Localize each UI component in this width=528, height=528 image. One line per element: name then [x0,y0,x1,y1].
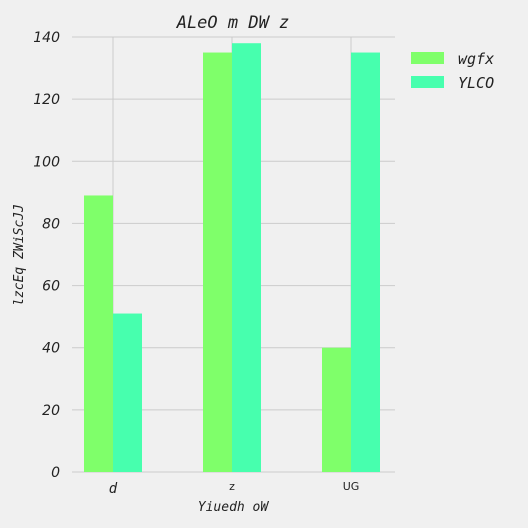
y-tick-label: 100 [33,154,60,170]
y-tick-label: 80 [42,216,60,232]
bars [84,43,380,473]
y-axis-label: lzcEq ZWiScJJ [12,204,27,306]
y-tick-label: 120 [33,92,60,108]
x-tick-labels: d z UG [109,480,360,497]
bar-wgfx-z [203,52,232,473]
bar-YLCO-d [113,313,142,472]
chart-title: ALeO m DW z [176,13,290,33]
legend-label-YLCO: YLCO [458,74,494,92]
bar-YLCO-z [232,43,261,472]
x-tick-label: z [229,480,235,493]
legend-label-wgfx: wgfx [458,50,494,68]
bar-wgfx-UG [322,347,351,472]
y-tick-label: 140 [33,30,60,46]
y-tick-label: 60 [42,279,60,295]
y-tick-label: 0 [51,465,60,481]
legend-swatch-YLCO [411,76,444,88]
y-tick-labels: 0 20 40 60 80 100 120 140 [33,30,60,481]
x-axis-label: Yiuedh oW [198,500,270,515]
legend: wgfx YLCO [411,50,494,92]
legend-swatch-wgfx [411,52,444,64]
x-tick-label: d [109,481,118,497]
x-tick-label: UG [343,480,360,493]
y-tick-label: 20 [42,403,60,419]
bar-YLCO-UG [351,52,380,473]
y-tick-label: 40 [42,341,60,357]
bar-wgfx-d [84,195,113,472]
